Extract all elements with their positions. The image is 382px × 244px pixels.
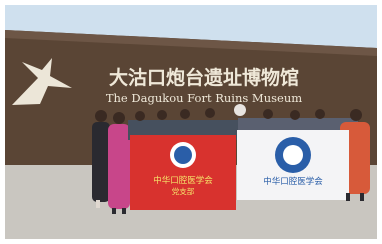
- person-head: [205, 108, 215, 118]
- person-head: [135, 111, 145, 121]
- person: [92, 122, 110, 202]
- sign-title: 大沽口炮台遗址博物馆: [109, 66, 299, 89]
- person-head: [263, 109, 273, 119]
- person-head: [290, 110, 300, 120]
- banner-text: 中华口腔医学会: [263, 176, 323, 187]
- banner-emblem: [174, 146, 192, 164]
- person-hat: [234, 104, 246, 116]
- person-head: [113, 112, 125, 124]
- person-head: [95, 110, 107, 122]
- banner-text: 党支部: [172, 186, 195, 196]
- banner-text: 中华口腔医学会: [153, 175, 213, 186]
- person-head: [157, 110, 167, 120]
- person-head: [315, 109, 325, 119]
- photo: 大沽口炮台遗址博物馆 The Dagukou Fort Ruins Museum…: [0, 0, 382, 244]
- person: [108, 124, 130, 209]
- sign-subtitle: The Dagukou Fort Ruins Museum: [106, 91, 302, 105]
- banner-emblem: [283, 145, 303, 165]
- person-head: [180, 109, 190, 119]
- person-head: [350, 109, 362, 121]
